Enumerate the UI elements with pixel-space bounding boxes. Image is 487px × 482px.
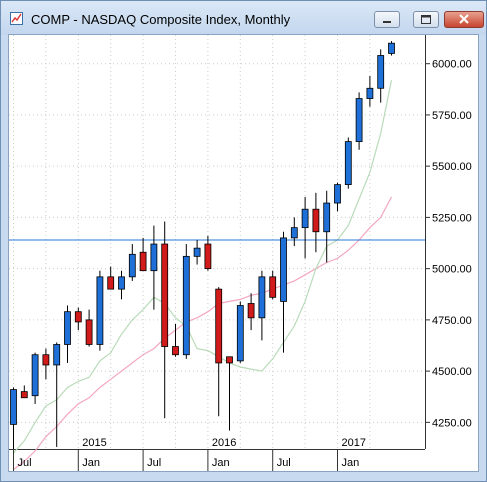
candle-20[interactable] — [226, 356, 233, 364]
candle-23[interactable] — [258, 276, 266, 319]
candle-12[interactable] — [139, 251, 147, 272]
maximize-icon — [421, 15, 431, 24]
chart-area[interactable]: 4250.00 4500.00 4750.00 5000.00 5250.00 5500.… — [8, 34, 479, 472]
minimize-icon — [383, 21, 391, 23]
candle-15[interactable] — [172, 346, 179, 356]
y-tick-label-0: 4250.00 — [432, 417, 472, 429]
x-month-label-1: Jan — [82, 457, 100, 469]
maximize-button[interactable] — [413, 11, 439, 28]
candle-9[interactable] — [107, 276, 115, 290]
candle-31[interactable] — [344, 141, 352, 186]
y-tick-label-2: 4750.00 — [432, 315, 472, 327]
candle-7[interactable] — [85, 319, 93, 345]
y-tick-label-6: 5750.00 — [432, 110, 472, 122]
x-month-label-0: Jul — [18, 457, 32, 469]
candle-26[interactable] — [290, 227, 298, 239]
candle-24[interactable] — [269, 276, 277, 298]
y-tick-label-4: 5250.00 — [432, 212, 472, 224]
close-button[interactable] — [444, 11, 484, 28]
candle-30[interactable] — [334, 184, 341, 204]
x-year-label-1: 2016 — [212, 437, 236, 449]
candle-1[interactable] — [20, 391, 28, 399]
candle-18[interactable] — [204, 243, 212, 270]
candle-6[interactable] — [74, 311, 82, 323]
candle-19[interactable] — [215, 288, 223, 364]
x-month-label-2: Jul — [147, 457, 161, 469]
candle-10[interactable] — [118, 276, 125, 290]
x-month-label-3: Jan — [212, 457, 230, 469]
candle-13[interactable] — [150, 243, 158, 272]
candle-11[interactable] — [128, 253, 136, 278]
candle-4[interactable] — [53, 344, 61, 366]
close-icon — [459, 14, 469, 24]
candle-17[interactable] — [193, 247, 201, 257]
candle-21[interactable] — [236, 305, 244, 362]
chart-app-icon — [10, 12, 23, 25]
candle-2[interactable] — [31, 354, 39, 397]
candle-25[interactable] — [280, 237, 287, 302]
y-tick-label-3: 5000.00 — [432, 264, 472, 276]
candle-27[interactable] — [301, 208, 309, 229]
candle-35[interactable] — [388, 42, 395, 54]
y-tick-label-5: 5500.00 — [432, 161, 472, 173]
candle-22[interactable] — [247, 303, 255, 319]
minimize-button[interactable] — [374, 11, 400, 28]
moving-average-slow — [13, 196, 393, 470]
x-year-label-0: 2015 — [82, 437, 106, 449]
candle-3[interactable] — [42, 354, 50, 366]
candle-33[interactable] — [366, 87, 374, 99]
x-month-label-5: Jan — [342, 457, 360, 469]
y-tick-label-1: 4500.00 — [432, 366, 472, 378]
candlestick-chart[interactable]: 4250.00 4500.00 4750.00 5000.00 5250.00 5500.… — [9, 35, 478, 471]
x-month-label-4: Jul — [277, 457, 291, 469]
candle-5[interactable] — [64, 311, 71, 345]
moving-average-fast — [13, 79, 393, 454]
candle-28[interactable] — [312, 208, 320, 233]
x-year-label-2: 2017 — [342, 437, 366, 449]
candle-29[interactable] — [323, 202, 331, 233]
candle-32[interactable] — [355, 98, 363, 142]
title-bar[interactable]: COMP - NASDAQ Composite Index, Monthly — [1, 1, 486, 35]
window-title: COMP - NASDAQ Composite Index, Monthly — [31, 12, 291, 27]
candle-14[interactable] — [161, 243, 169, 347]
candle-8[interactable] — [96, 276, 104, 345]
y-tick-label-7: 6000.00 — [432, 59, 472, 71]
candle-0[interactable] — [10, 389, 17, 425]
candle-34[interactable] — [377, 55, 385, 89]
candle-16[interactable] — [182, 255, 190, 356]
